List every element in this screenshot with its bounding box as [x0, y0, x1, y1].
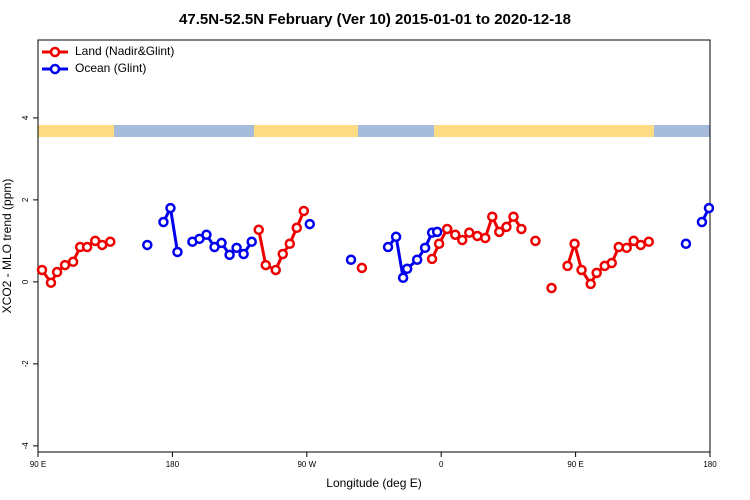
y-tick-label: 2 [21, 197, 30, 202]
chart-title: 47.5N-52.5N February (Ver 10) 2015-01-01… [179, 11, 571, 28]
data-point [246, 236, 257, 247]
data-point [562, 260, 573, 272]
data-point [431, 226, 443, 238]
legend-label: Ocean (Glint) [75, 61, 146, 75]
data-point [291, 222, 303, 234]
x-axis-label: Longitude (deg E) [326, 476, 421, 490]
data-point [508, 211, 519, 222]
data-point [238, 248, 249, 260]
data-point [419, 242, 431, 254]
data-point [59, 259, 71, 271]
data-point [142, 239, 153, 251]
land-strip [434, 125, 654, 137]
x-tick-label: 90 W [297, 460, 316, 469]
data-point [382, 241, 394, 253]
ocean-strip [114, 125, 254, 137]
x-tick-label: 180 [703, 460, 717, 469]
data-point [96, 239, 108, 251]
data-point [457, 234, 468, 246]
data-point [253, 224, 264, 236]
data-point [546, 282, 557, 294]
land-ocean-strip [38, 125, 710, 137]
y-tick-label: 0 [21, 279, 30, 284]
y-tick-label: -2 [21, 360, 30, 368]
data-point [635, 239, 646, 251]
data-point [696, 216, 708, 228]
series-line [40, 210, 650, 287]
data-point [621, 242, 632, 254]
x-tick-label: 90 E [30, 460, 46, 469]
plot-frame [37, 39, 711, 453]
ocean-strip [654, 125, 710, 137]
data-point [224, 249, 235, 261]
data-point [680, 238, 692, 249]
data-point [356, 262, 368, 274]
legend-marker [49, 63, 61, 75]
data-point [433, 238, 445, 249]
data-point [576, 264, 587, 276]
data-point [487, 211, 498, 222]
data-point [158, 216, 169, 228]
data-point [345, 254, 357, 265]
data-point [270, 264, 281, 276]
data-point [591, 267, 602, 279]
data-point [464, 227, 475, 238]
data-point [516, 223, 527, 235]
data-point [201, 229, 212, 240]
data-point [606, 257, 617, 269]
data-point [480, 232, 491, 244]
data-point [643, 236, 655, 247]
data-point [569, 238, 580, 249]
legend-marker [49, 46, 61, 58]
x-tick-label: 0 [439, 460, 444, 469]
y-axis-label: XCO2 - MLO trend (ppm) [0, 179, 14, 314]
data-point [390, 231, 402, 243]
data-point [105, 236, 116, 247]
y-tick-label: -4 [21, 442, 30, 450]
data-point [703, 202, 715, 214]
data-point [277, 248, 289, 260]
data-point [449, 229, 461, 240]
data-point [426, 253, 438, 265]
data-point [298, 205, 310, 217]
data-point [397, 272, 409, 284]
data-point [304, 218, 316, 230]
land-strip [254, 125, 358, 137]
data-point [45, 277, 57, 288]
land-strip [38, 125, 114, 137]
data-point [172, 246, 183, 258]
data-point [411, 254, 423, 265]
data-point [165, 202, 176, 214]
data-point [585, 278, 596, 290]
data-point [530, 235, 541, 247]
data-point [494, 226, 505, 238]
x-tick-label: 90 E [567, 460, 583, 469]
data-point [216, 237, 227, 249]
data-point [284, 238, 296, 249]
legend-label: Land (Nadir&Glint) [75, 44, 174, 58]
data-point [501, 221, 512, 233]
data-point [441, 223, 453, 235]
data-point [260, 259, 271, 271]
data-point [51, 266, 63, 278]
ocean-strip [358, 125, 434, 137]
data-point [81, 241, 93, 253]
data-point [36, 264, 48, 276]
data-point [401, 263, 413, 275]
data-point [231, 242, 242, 254]
y-tick-label: 4 [21, 115, 30, 120]
data-point [67, 256, 79, 268]
x-tick-label: 180 [166, 460, 180, 469]
